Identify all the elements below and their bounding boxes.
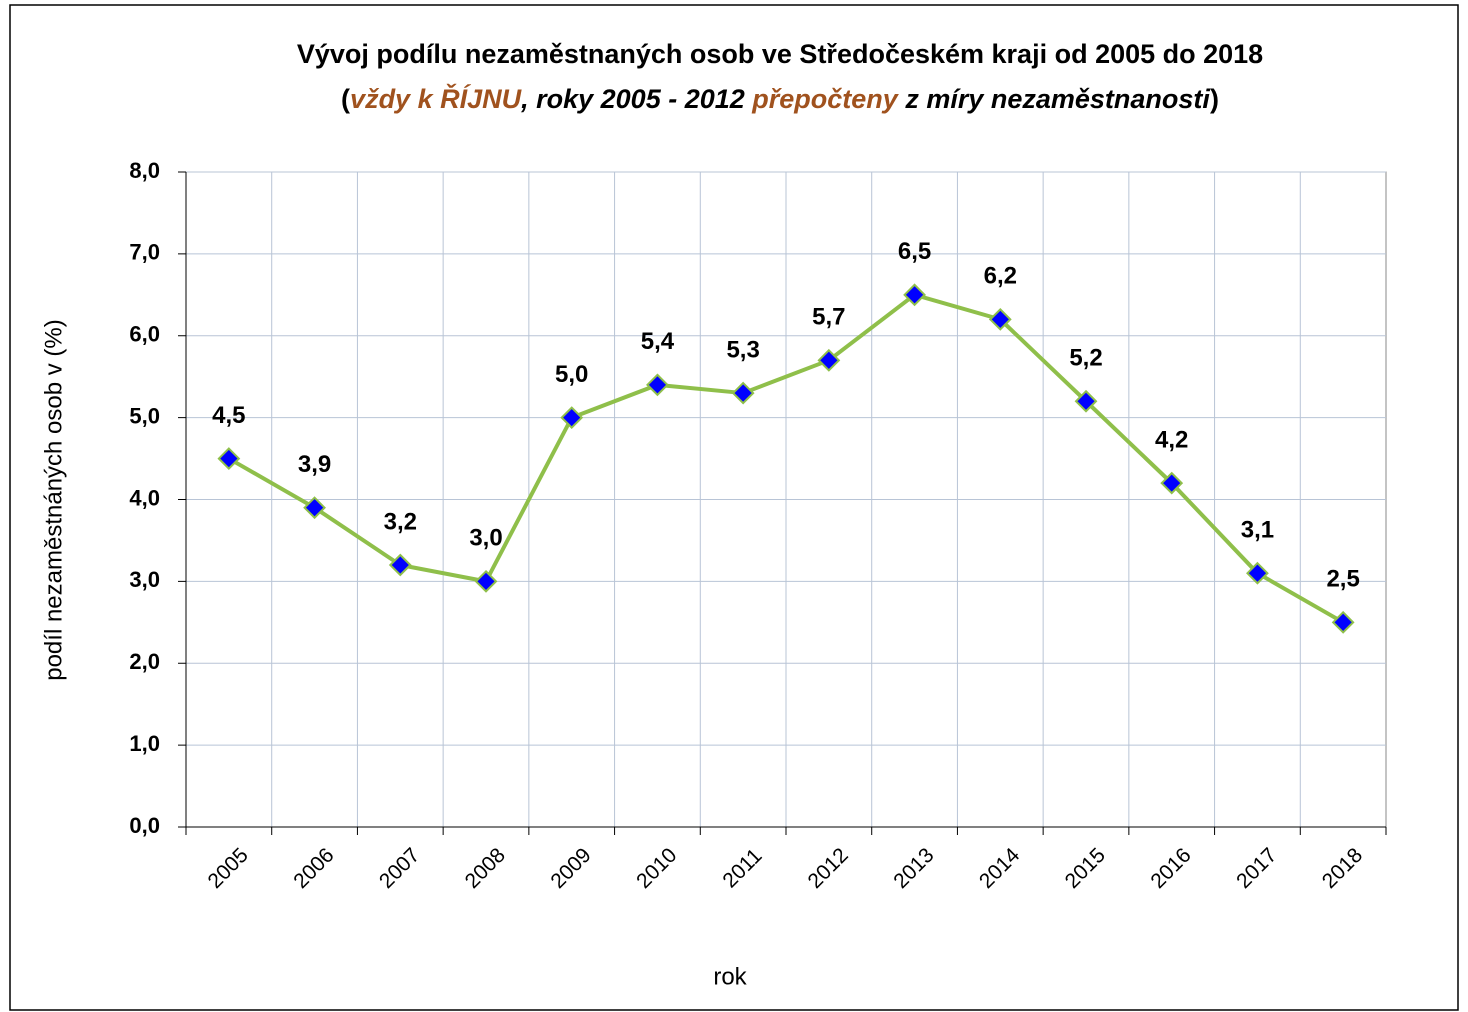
marker: [303, 496, 326, 520]
subtitle-part: (: [341, 84, 350, 114]
data-label: 5,7: [812, 304, 845, 331]
marker: [731, 381, 755, 405]
data-label: 4,5: [212, 402, 245, 429]
marker: [474, 569, 498, 593]
y-tick-label: 3,0: [129, 567, 160, 592]
y-tick-label: 2,0: [129, 649, 160, 674]
y-tick-label: 8,0: [129, 158, 160, 183]
data-label: 2,5: [1326, 566, 1359, 593]
y-tick-label: 7,0: [129, 240, 160, 265]
data-label: 3,2: [384, 508, 417, 535]
data-label: 3,0: [469, 525, 502, 552]
marker: [560, 406, 584, 430]
data-label: 5,2: [1069, 345, 1102, 372]
marker: [388, 553, 412, 577]
subtitle-part: vždy k ŘÍJNU: [350, 83, 523, 114]
marker: [1331, 610, 1355, 634]
marker: [988, 307, 1012, 331]
subtitle-part: přepočteny: [751, 84, 900, 114]
marker: [903, 283, 926, 307]
data-label: 4,2: [1155, 426, 1188, 453]
subtitle-part: , roky 2005 - 2012: [520, 84, 752, 114]
subtitle-part: ): [1210, 84, 1219, 114]
y-tick-label: 0,0: [129, 813, 160, 838]
data-label: 5,4: [641, 328, 675, 355]
data-label: 3,1: [1241, 517, 1274, 544]
y-tick-label: 4,0: [129, 485, 160, 510]
series-line: [227, 292, 1345, 625]
marker: [1246, 561, 1269, 585]
marker: [817, 348, 841, 372]
marker: [646, 373, 669, 397]
y-tick-label: 1,0: [129, 731, 160, 756]
data-label: 6,2: [984, 263, 1017, 290]
data-label: 5,0: [555, 361, 588, 388]
y-tick-label: 5,0: [129, 403, 160, 428]
y-tick-label: 6,0: [129, 322, 160, 347]
marker: [1160, 471, 1184, 495]
subtitle-part: z míry nezaměstnanosti: [898, 84, 1211, 114]
chart-subtitle: (vždy k ŘÍJNU, roky 2005 - 2012 přepočte…: [341, 83, 1219, 114]
marker: [217, 447, 241, 470]
data-label: 5,3: [726, 336, 759, 363]
data-label: 6,5: [898, 238, 931, 265]
y-axis-label: podíl nezaměstnáných osob v (%): [40, 319, 67, 681]
data-label: 3,9: [298, 451, 331, 478]
marker: [1074, 389, 1098, 413]
x-axis-label: rok: [713, 963, 747, 990]
chart-title: Vývoj podílu nezaměstnaných osob ve Stře…: [297, 39, 1263, 69]
